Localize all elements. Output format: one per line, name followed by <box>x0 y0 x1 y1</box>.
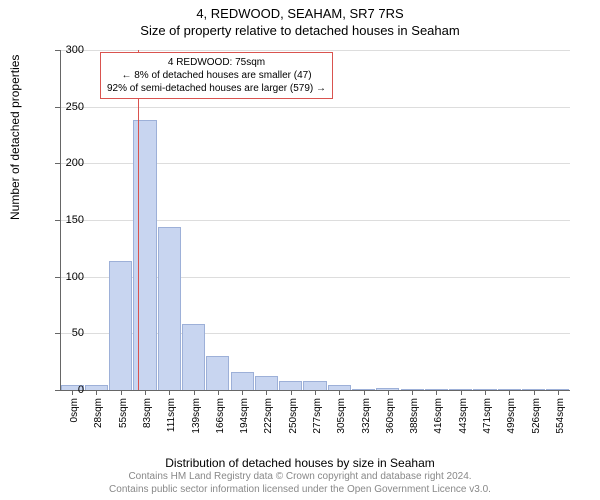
y-tick-label: 100 <box>66 271 84 283</box>
x-tick-label: 55sqm <box>118 398 129 428</box>
gridline <box>60 50 570 51</box>
x-tick-label: 83sqm <box>142 398 153 428</box>
y-tick-label: 0 <box>78 384 84 396</box>
chart-container: 4, REDWOOD, SEAHAM, SR7 7RS Size of prop… <box>0 0 600 500</box>
gridline <box>60 107 570 108</box>
x-tick-label: 305sqm <box>336 398 347 434</box>
annotation-line1: 4 REDWOOD: 75sqm <box>107 56 326 69</box>
y-tick-label: 300 <box>66 44 84 56</box>
x-tick-label: 166sqm <box>215 398 226 434</box>
y-tick-label: 50 <box>72 327 84 339</box>
x-tick-label: 416sqm <box>433 398 444 434</box>
histogram-bar <box>255 376 278 390</box>
annotation-line2: ← 8% of detached houses are smaller (47) <box>107 69 326 82</box>
x-tick-label: 222sqm <box>263 398 274 434</box>
annotation-line3: 92% of semi-detached houses are larger (… <box>107 82 326 95</box>
annotation-box: 4 REDWOOD: 75sqm← 8% of detached houses … <box>100 52 333 99</box>
x-tick-label: 554sqm <box>555 398 566 434</box>
footer-line2: Contains public sector information licen… <box>0 483 600 496</box>
x-tick-label: 360sqm <box>385 398 396 434</box>
x-axis-line <box>60 390 570 391</box>
x-axis-label: Distribution of detached houses by size … <box>0 456 600 470</box>
x-tick-label: 0sqm <box>69 398 80 422</box>
x-tick-label: 443sqm <box>458 398 469 434</box>
x-tick-label: 194sqm <box>239 398 250 434</box>
x-tick-label: 277sqm <box>312 398 323 434</box>
x-tick-label: 111sqm <box>166 398 177 432</box>
histogram-bar <box>182 324 205 390</box>
x-tick-label: 388sqm <box>409 398 420 434</box>
footer-line1: Contains HM Land Registry data © Crown c… <box>0 470 600 483</box>
plot-area: 0sqm28sqm55sqm83sqm111sqm139sqm166sqm194… <box>60 50 570 390</box>
histogram-bar <box>109 261 132 390</box>
histogram-bar <box>158 227 181 390</box>
y-axis-line <box>60 50 61 390</box>
x-tick-label: 28sqm <box>93 398 104 428</box>
x-tick-label: 499sqm <box>506 398 517 434</box>
x-tick-label: 250sqm <box>288 398 299 434</box>
x-tick-label: 139sqm <box>191 398 202 434</box>
x-tick-label: 526sqm <box>531 398 542 434</box>
histogram-bar <box>303 381 326 390</box>
y-tick-label: 250 <box>66 101 84 113</box>
x-tick-label: 471sqm <box>482 398 493 434</box>
histogram-bar <box>206 356 229 390</box>
y-tick-label: 200 <box>66 157 84 169</box>
reference-line <box>138 50 139 390</box>
y-tick-label: 150 <box>66 214 84 226</box>
histogram-bar <box>279 381 302 390</box>
page-title: 4, REDWOOD, SEAHAM, SR7 7RS <box>0 0 600 21</box>
y-axis-label: Number of detached properties <box>8 55 22 220</box>
chart-subtitle: Size of property relative to detached ho… <box>0 21 600 38</box>
x-tick-label: 332sqm <box>361 398 372 434</box>
histogram-bar <box>231 372 254 390</box>
footer-attribution: Contains HM Land Registry data © Crown c… <box>0 470 600 496</box>
